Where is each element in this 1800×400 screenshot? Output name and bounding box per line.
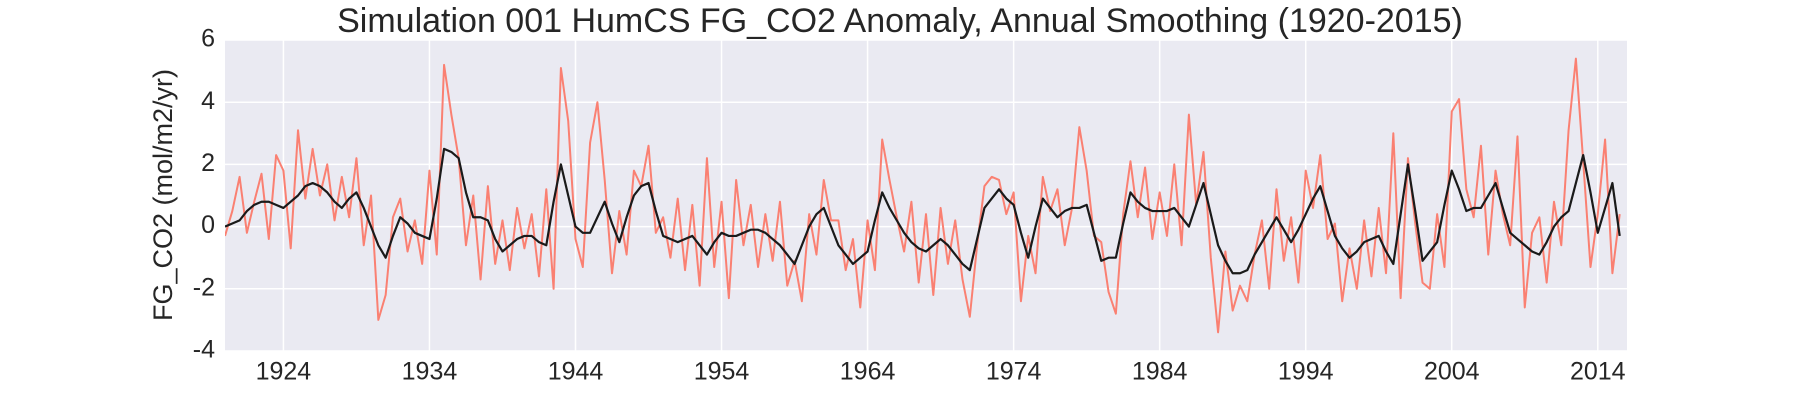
chart-title: Simulation 001 HumCS FG_CO2 Anomaly, Ann… — [337, 2, 1463, 40]
x-tick-label: 2004 — [1424, 358, 1480, 386]
x-tick-label: 1954 — [694, 358, 750, 386]
x-tick-label: 1944 — [548, 358, 604, 386]
y-tick-label: 6 — [201, 25, 215, 53]
x-tick-label: 1984 — [1132, 358, 1188, 386]
series-line — [225, 147, 1621, 275]
lines — [225, 57, 1621, 334]
x-tick-label: 2014 — [1570, 358, 1626, 386]
y-tick-label: -4 — [193, 336, 215, 364]
x-tick-label: 1924 — [256, 358, 312, 386]
y-tick-label: 4 — [201, 87, 215, 115]
x-tick-label: 1934 — [402, 358, 458, 386]
y-tick-label: -2 — [193, 273, 215, 301]
plot-background — [225, 40, 1627, 351]
x-tick-label: 1994 — [1278, 358, 1334, 386]
y-tick-label: 2 — [201, 149, 215, 177]
y-axis-label: FG_CO2 (mol/m2/yr) — [148, 69, 178, 321]
x-tick-label: 1964 — [840, 358, 896, 386]
series-line — [225, 57, 1621, 334]
x-tick-label: 1974 — [986, 358, 1042, 386]
y-tick-label: 0 — [201, 211, 215, 239]
